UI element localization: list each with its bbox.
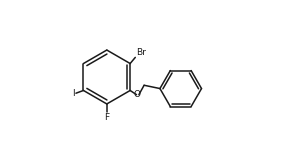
Text: F: F (104, 113, 109, 122)
Text: I: I (72, 89, 75, 98)
Text: O: O (134, 90, 141, 99)
Text: Br: Br (136, 48, 146, 57)
